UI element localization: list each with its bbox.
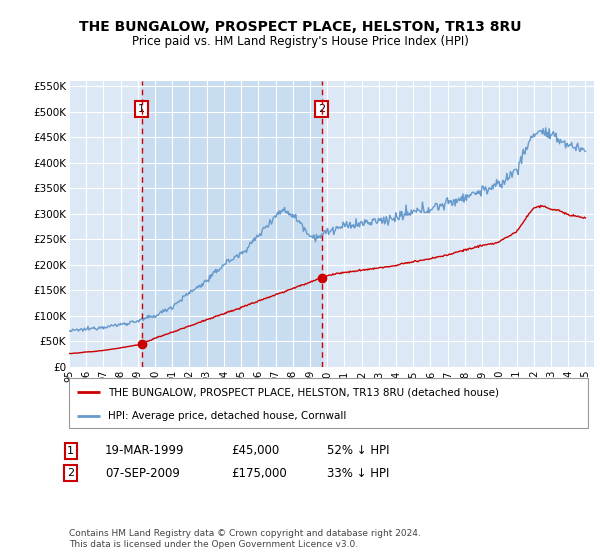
Text: THE BUNGALOW, PROSPECT PLACE, HELSTON, TR13 8RU (detached house): THE BUNGALOW, PROSPECT PLACE, HELSTON, T… (108, 387, 499, 397)
Text: 1: 1 (138, 104, 145, 114)
Text: 1: 1 (67, 446, 74, 456)
Text: 2: 2 (67, 468, 74, 478)
Text: HPI: Average price, detached house, Cornwall: HPI: Average price, detached house, Corn… (108, 411, 346, 421)
Text: Contains HM Land Registry data © Crown copyright and database right 2024.
This d: Contains HM Land Registry data © Crown c… (69, 529, 421, 549)
Text: 19-MAR-1999: 19-MAR-1999 (105, 444, 185, 458)
Text: 07-SEP-2009: 07-SEP-2009 (105, 466, 180, 480)
Text: £45,000: £45,000 (231, 444, 279, 458)
Text: £175,000: £175,000 (231, 466, 287, 480)
Text: Price paid vs. HM Land Registry's House Price Index (HPI): Price paid vs. HM Land Registry's House … (131, 35, 469, 48)
Text: THE BUNGALOW, PROSPECT PLACE, HELSTON, TR13 8RU: THE BUNGALOW, PROSPECT PLACE, HELSTON, T… (79, 20, 521, 34)
Text: 33% ↓ HPI: 33% ↓ HPI (327, 466, 389, 480)
Bar (142, 81, 322, 367)
Text: 2: 2 (318, 104, 325, 114)
Text: 52% ↓ HPI: 52% ↓ HPI (327, 444, 389, 458)
